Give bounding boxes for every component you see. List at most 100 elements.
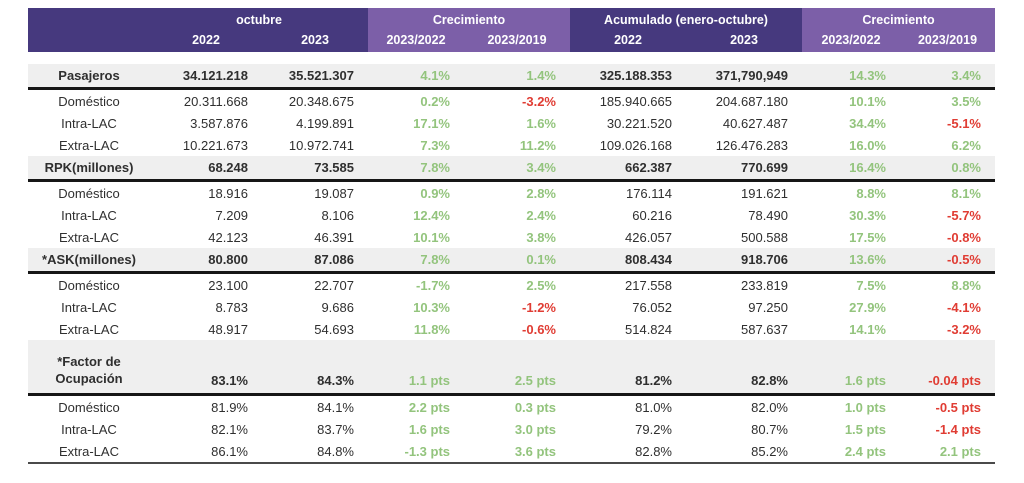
value-cell: 514.824 xyxy=(625,321,672,337)
value-cell: 1.6 pts xyxy=(802,340,900,396)
value-cell: 19.087 xyxy=(314,185,354,201)
value-cell: 1.6 pts xyxy=(408,421,450,437)
value-cell: 1.5 pts xyxy=(844,421,886,437)
value-cell: 2.4% xyxy=(526,207,556,223)
value-cell: 82.8% xyxy=(570,440,686,464)
traffic-statistics-panel: octubre Crecimiento Acumulado (enero-oct… xyxy=(28,8,1024,464)
value-cell: 3.0 pts xyxy=(514,421,556,437)
value-cell: 16.4% xyxy=(802,156,900,182)
section-header-row: Pasajeros 34.121.218 35.521.307 4.1% 1.4% 325… xyxy=(28,64,995,90)
row-label: Doméstico xyxy=(58,399,120,415)
row-label: Doméstico xyxy=(58,185,120,201)
row-label: Doméstico xyxy=(58,277,120,293)
value-cell: 81.9% xyxy=(211,399,248,415)
value-cell: -5.1% xyxy=(947,115,981,131)
value-cell: 54.693 xyxy=(314,321,354,337)
value-cell: 46.391 xyxy=(314,229,354,245)
value-cell: 1.0 pts xyxy=(844,399,886,415)
value-cell: 426.057 xyxy=(625,229,672,245)
value-cell: 918.706 xyxy=(686,248,802,274)
value-cell: 8.8% xyxy=(951,277,981,293)
value-cell: 0.1% xyxy=(464,248,570,274)
value-cell: 109.026.168 xyxy=(599,137,672,153)
value-cell: -0.8% xyxy=(947,229,981,245)
value-cell: 500.588 xyxy=(741,229,788,245)
value-cell: 3.587.876 xyxy=(190,115,248,131)
value-cell: 10.221.673 xyxy=(182,137,248,153)
value-cell: 10.972.741 xyxy=(288,137,354,153)
value-cell: -3.2% xyxy=(522,93,556,109)
value-cell: 0.9% xyxy=(420,185,450,201)
table-row: Doméstico 20.311.668 20.348.675 0.2% -3.2% 18… xyxy=(28,89,995,113)
table-body: Pasajeros 34.121.218 35.521.307 4.1% 1.4% 325… xyxy=(28,52,995,464)
value-cell: 587.637 xyxy=(741,321,788,337)
col-header-crec1-2023-2022: 2023/2022 xyxy=(368,30,464,52)
table-row: Doméstico 81.9% 84.1% 2.2 pts 0.3 pts 81.0% 82… xyxy=(28,395,995,419)
col-header-oct-2023: 2023 xyxy=(262,30,368,52)
row-label: Intra-LAC xyxy=(61,115,117,131)
value-cell: 1.4% xyxy=(464,64,570,90)
table-row: Extra-LAC 48.917 54.693 11.8% -0.6% 514.824 58… xyxy=(28,318,995,340)
value-cell: 2.8% xyxy=(526,185,556,201)
table-row: Extra-LAC 42.123 46.391 10.1% 3.8% 426.057 500… xyxy=(28,226,995,248)
value-cell: 84.3% xyxy=(262,340,368,396)
col-header-crec1-2023-2019: 2023/2019 xyxy=(464,30,570,52)
value-cell: 48.917 xyxy=(208,321,248,337)
value-cell: 11.2% xyxy=(519,137,556,153)
value-cell: -1.7% xyxy=(416,277,450,293)
value-cell: 30.221.520 xyxy=(606,115,672,131)
section-header-row: RPK(millones) 68.248 73.585 7.8% 3.4% 662.387… xyxy=(28,156,995,182)
row-label: Intra-LAC xyxy=(61,421,117,437)
group-header-acumulado: Acumulado (enero-octubre) xyxy=(570,8,802,30)
row-label: Intra-LAC xyxy=(61,299,117,315)
value-cell: 185.940.665 xyxy=(599,93,672,109)
value-cell: 0.8% xyxy=(900,156,995,182)
value-cell: 3.4% xyxy=(464,156,570,182)
row-label: Extra-LAC xyxy=(59,321,119,337)
value-cell: 8.106 xyxy=(321,207,354,223)
value-cell: 81.0% xyxy=(635,399,672,415)
value-cell: 176.114 xyxy=(625,185,672,201)
value-cell: -0.6% xyxy=(522,321,556,337)
value-cell: 3.4% xyxy=(900,64,995,90)
value-cell: 7.8% xyxy=(368,156,464,182)
value-cell: 17.1% xyxy=(413,115,450,131)
value-cell: 7.3% xyxy=(420,137,450,153)
value-cell: -1.3 pts xyxy=(368,440,464,464)
value-cell: 27.9% xyxy=(849,299,886,315)
corner-cell xyxy=(28,8,150,52)
value-cell: 18.916 xyxy=(208,185,248,201)
col-header-acum-2023: 2023 xyxy=(686,30,802,52)
value-cell: -1.4 pts xyxy=(935,421,981,437)
value-cell: 8.8% xyxy=(856,185,886,201)
value-cell: 3.8% xyxy=(526,229,556,245)
value-cell: 73.585 xyxy=(262,156,368,182)
value-cell: 8.783 xyxy=(215,299,248,315)
header-gap xyxy=(28,52,995,64)
value-cell: 2.2 pts xyxy=(408,399,450,415)
value-cell: 4.199.891 xyxy=(296,115,354,131)
value-cell: -5.7% xyxy=(947,207,981,223)
value-cell: -3.2% xyxy=(947,321,981,337)
row-label: Doméstico xyxy=(58,93,120,109)
table-row: Intra-LAC 3.587.876 4.199.891 17.1% 1.6% 30.2… xyxy=(28,112,995,134)
section-header-row: *Factor de Ocupación 83.1% 84.3% 1.1 pts 2.5… xyxy=(28,340,995,396)
row-label: Pasajeros xyxy=(28,64,150,90)
traffic-table: octubre Crecimiento Acumulado (enero-oct… xyxy=(28,8,995,464)
value-cell: 20.311.668 xyxy=(183,93,248,109)
value-cell: 82.8% xyxy=(686,340,802,396)
col-header-acum-2022: 2022 xyxy=(570,30,686,52)
value-cell: 204.687.180 xyxy=(715,93,788,109)
value-cell: 10.1% xyxy=(413,229,450,245)
value-cell: 7.209 xyxy=(215,207,248,223)
value-cell: 8.1% xyxy=(951,185,981,201)
row-label: *Factor de Ocupación xyxy=(28,340,150,396)
row-label: RPK(millones) xyxy=(28,156,150,182)
value-cell: 40.627.487 xyxy=(722,115,788,131)
value-cell: 2.5% xyxy=(526,277,556,293)
value-cell: 86.1% xyxy=(150,440,262,464)
value-cell: 126.476.283 xyxy=(715,137,788,153)
value-cell: 97.250 xyxy=(748,299,788,315)
col-header-crec2-2023-2022: 2023/2022 xyxy=(802,30,900,52)
value-cell: 22.707 xyxy=(314,277,354,293)
